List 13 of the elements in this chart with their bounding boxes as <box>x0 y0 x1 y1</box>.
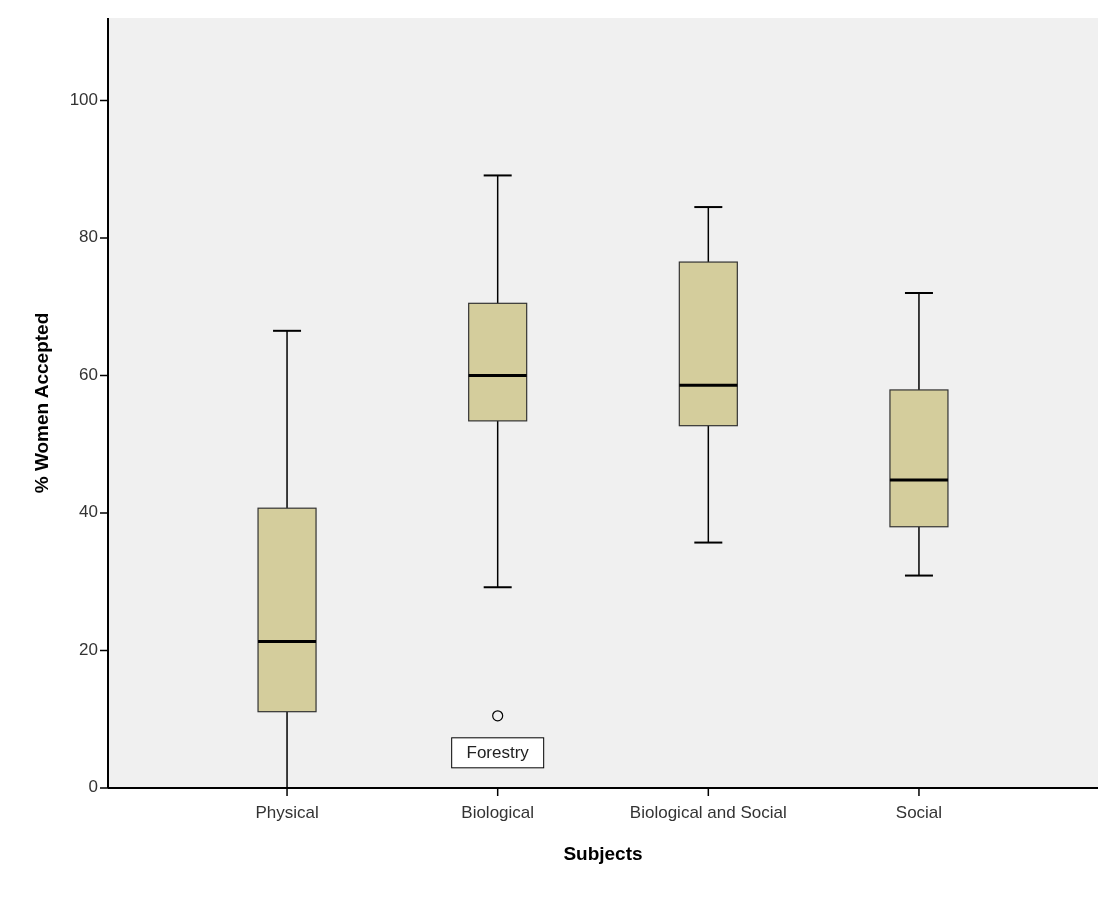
y-tick-label: 60 <box>79 364 98 384</box>
y-tick-label: 0 <box>88 777 98 797</box>
y-tick-label: 20 <box>79 639 98 659</box>
y-tick-label: 100 <box>69 89 98 109</box>
x-tick-label: Physical <box>255 803 319 822</box>
y-tick-label: 40 <box>79 502 98 522</box>
x-tick-label: Biological and Social <box>629 803 787 822</box>
y-axis-title: % Women Accepted <box>31 312 52 494</box>
x-tick-label: Biological <box>461 803 535 822</box>
annotation: Forestry <box>466 743 530 763</box>
x-tick-label: Social <box>895 803 943 822</box>
x-axis-title: Subjects <box>563 843 643 864</box>
y-tick-label: 80 <box>79 227 98 247</box>
